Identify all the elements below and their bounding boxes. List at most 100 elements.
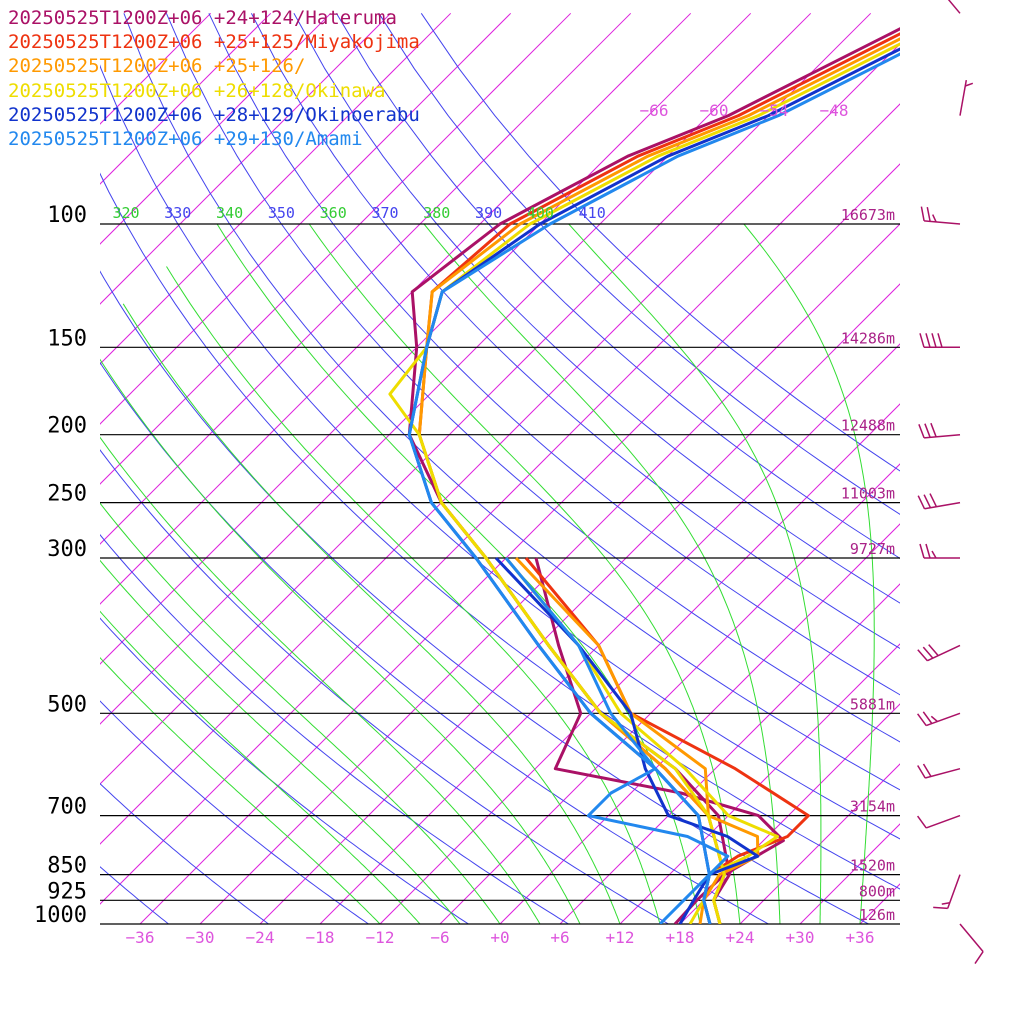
dry-adiabat-line [123, 13, 900, 791]
pressure-tick-label: 100 [47, 203, 87, 228]
height-label: 14286m [841, 329, 895, 347]
isotherm-line [619, 643, 900, 924]
dry-adiabat-line [100, 172, 900, 890]
theta-label: 400 [527, 204, 554, 222]
dry-adiabat-line [100, 534, 569, 924]
wind-barb-feather [930, 422, 937, 438]
legend-entry-miyakojima: 20250525T1200Z+06 +25+125/Miyakojima [8, 31, 420, 54]
isotherm-line [859, 883, 900, 924]
temperature-tick-label: +24 [726, 928, 755, 947]
pressure-tick-label: 150 [47, 326, 87, 351]
moist-adiabat-line [122, 303, 621, 924]
isotherm-line [100, 12, 632, 545]
moist-adiabat-line [166, 266, 661, 924]
isotherm-line [439, 463, 900, 924]
wind-barb [933, 874, 961, 910]
wind-barb [919, 543, 960, 559]
wind-barb-feather [917, 495, 926, 510]
isobars [100, 223, 900, 925]
moist-adiabat-line [100, 610, 421, 924]
pressure-tick-label: 500 [47, 692, 87, 717]
wind-barb [959, 923, 984, 965]
wind-barb-feather [924, 423, 931, 438]
temperature-tick-label: −18 [306, 928, 335, 947]
height-label: 1520m [850, 857, 895, 875]
isotherm-line [100, 12, 752, 665]
wind-barb [917, 493, 961, 510]
isotherm-line [980, 13, 1024, 924]
legend-entry-hateruma: 20250525T1200Z+06 +24+124/Hateruma [8, 7, 397, 29]
pressure-tick-label: 300 [47, 537, 87, 562]
moist-adiabat-line [100, 656, 381, 924]
isotherm-line [920, 13, 1024, 924]
moist-adiabat-line [100, 436, 541, 924]
moist-adiabat-line [100, 502, 501, 924]
legend-entry-amami: 20250525T1200Z+06 +29+130/Amami [8, 127, 363, 150]
legend-entry-okinoerabu: 20250525T1200Z+06 +28+129/Okinoerabu [8, 103, 420, 126]
legend: 20250525T1200Z+06 +24+124/Hateruma 20250… [8, 6, 628, 151]
isotherm-line [100, 12, 512, 425]
pressure-tick-label: 850 [47, 854, 87, 879]
theta-label: 340 [216, 204, 243, 222]
height-label: 9727m [850, 540, 895, 558]
temperature-tick-label: −30 [186, 928, 215, 947]
dry-adiabat-line [100, 449, 669, 924]
wind-barb-feather [920, 206, 925, 222]
upper-isotherm-label: −54 [760, 101, 789, 120]
dry-adiabat-line [165, 13, 900, 743]
height-label: 12488m [841, 417, 895, 435]
wind-barb-feather [923, 494, 932, 509]
wind-barbs [916, 0, 984, 965]
isotherm-line [559, 583, 900, 924]
wind-barb-feather [917, 765, 926, 779]
temperature-tick-label: +0 [490, 928, 509, 947]
upper-isotherm-label: −48 [820, 101, 849, 120]
isotherm-line [100, 12, 572, 485]
temperature-tick-label: +6 [550, 928, 569, 947]
dry-adiabat-line [100, 270, 869, 924]
temperature-tick-label: +18 [666, 928, 695, 947]
theta-label: 380 [423, 204, 450, 222]
height-label: 3154m [850, 798, 895, 816]
theta-label: 350 [268, 204, 295, 222]
pressure-tick-label: 1000 [34, 903, 87, 928]
height-label: 16673m [841, 206, 895, 224]
wind-barb-feather [937, 333, 943, 348]
pressure-tick-label: 250 [47, 482, 87, 507]
wind-barb-feather [925, 333, 931, 348]
dry-adiabat-line [100, 361, 769, 924]
wind-barb-staff [924, 220, 961, 225]
temperature-tick-label: +36 [846, 928, 875, 947]
dry-adiabat-line [100, 617, 469, 924]
temperature-tick-label: −6 [430, 928, 449, 947]
temperature-profile-line [388, 42, 900, 924]
wind-barb [917, 763, 961, 779]
wind-barb-feather [925, 543, 931, 559]
wind-barb-staff [946, 874, 961, 909]
wind-barb-feather [922, 711, 933, 724]
height-label: 800m [859, 882, 895, 900]
moist-adiabat-line [216, 223, 701, 924]
wind-barb-feather [916, 815, 927, 829]
wind-barb-feather [974, 951, 984, 965]
temperature-tick-label: −36 [126, 928, 155, 947]
isotherm-line [100, 12, 332, 245]
dry-adiabat-line [293, 13, 900, 604]
upper-isotherm-label: −66 [640, 101, 669, 120]
wind-barb-feather [933, 906, 948, 910]
wind-barb-feather [931, 550, 937, 559]
pressure-tick-label: 700 [47, 795, 87, 820]
wind-barb [920, 206, 961, 225]
wind-barb [918, 422, 961, 439]
dry-adiabat-line [335, 13, 900, 559]
isotherm-line [100, 43, 900, 845]
wind-barb-feather [941, 902, 950, 905]
wind-barb [959, 79, 974, 116]
wind-barb-feather [929, 493, 938, 508]
legend-entry-unnamed-station: 20250525T1200Z+06 +25+126/ [8, 55, 306, 78]
upper-isotherm-label: −60 [700, 101, 729, 120]
wind-barb [916, 711, 961, 727]
isotherm-line [100, 12, 692, 605]
moist-adiabat-line [100, 559, 461, 924]
isotherm-line [679, 703, 900, 924]
